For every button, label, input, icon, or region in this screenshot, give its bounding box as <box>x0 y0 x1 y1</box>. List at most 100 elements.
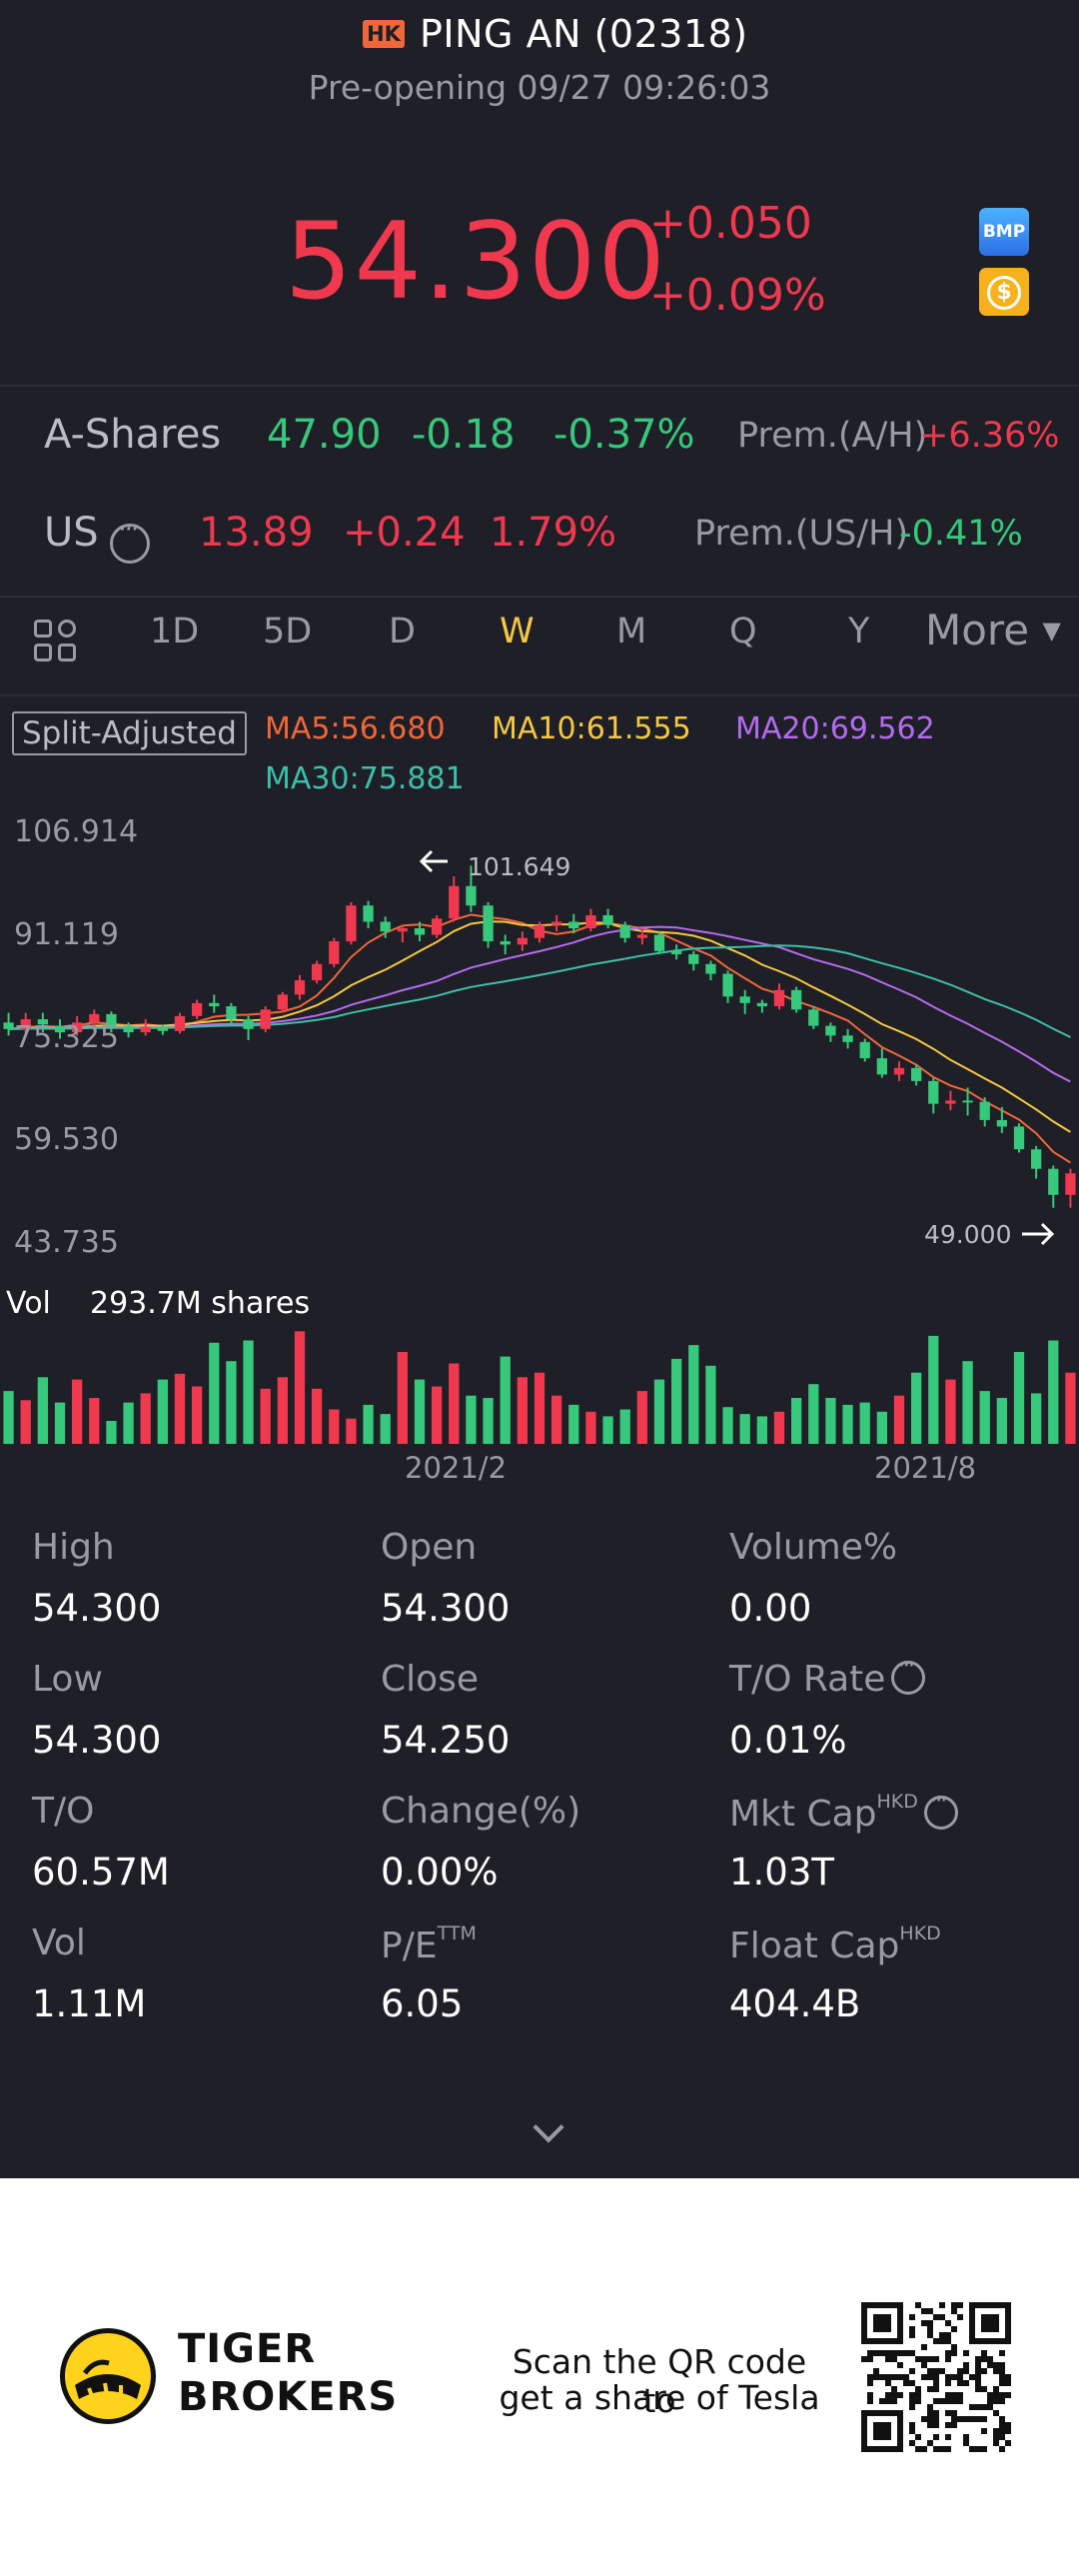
candle <box>739 989 750 1014</box>
volume-bar <box>449 1363 460 1444</box>
ma30-line <box>8 944 1071 1038</box>
candle <box>671 944 682 960</box>
volume-bar <box>54 1402 66 1444</box>
tab-5d[interactable]: 5D <box>263 612 313 651</box>
tab-m[interactable]: M <box>616 612 647 651</box>
divider <box>0 385 1079 387</box>
candle <box>260 1006 271 1033</box>
volume-bar <box>979 1391 990 1444</box>
prem-ah-label: Prem.(A/H) <box>737 416 928 456</box>
us-shares-row[interactable]: US 13.89 +0.24 1.79% Prem.(US/H) -0.41% <box>0 510 1079 580</box>
layout-grid-icon[interactable] <box>34 620 78 663</box>
candle <box>517 931 528 951</box>
stat-label-high: High <box>32 1527 115 1568</box>
candle <box>123 1022 134 1038</box>
volume-label: Vol <box>6 1286 51 1321</box>
a-shares-label: A-Shares <box>44 412 222 458</box>
volume-bar <box>585 1411 596 1444</box>
volume-bar <box>671 1358 682 1444</box>
tab-q[interactable]: Q <box>729 612 757 651</box>
volume-value: 293.7M shares <box>90 1286 310 1321</box>
volume-bar <box>277 1377 288 1444</box>
volume-bar <box>1065 1372 1076 1444</box>
candle <box>791 986 802 1013</box>
candle <box>825 1022 836 1042</box>
volume-bar <box>1048 1340 1059 1444</box>
tab-more[interactable]: More ▼ <box>925 606 1061 654</box>
volume-bar <box>174 1373 186 1444</box>
us-change-pct: 1.79% <box>490 510 617 556</box>
bmp-icon[interactable]: BMP <box>979 208 1029 256</box>
volume-bar <box>928 1335 939 1444</box>
volume-bar <box>209 1342 220 1444</box>
stock-title[interactable]: PING AN (02318) <box>420 12 748 56</box>
stat-value-mkt-cap: 1.03T <box>729 1851 834 1894</box>
volume-bar <box>705 1365 716 1444</box>
ma10-label: MA10:61.555 <box>492 711 691 746</box>
stat-value-low: 54.300 <box>32 1719 162 1762</box>
info-icon[interactable] <box>923 1789 958 1830</box>
dollar-icon[interactable]: $ <box>979 268 1029 316</box>
candle <box>20 1012 31 1034</box>
quote-header: HK PING AN (02318) Pre-opening 09/27 09:… <box>0 0 1079 385</box>
info-icon[interactable] <box>891 1654 926 1695</box>
a-shares-row[interactable]: A-Shares 47.90 -0.18 -0.37% Prem.(A/H) +… <box>0 412 1079 482</box>
brand-line2: BROKERS <box>178 2374 399 2420</box>
y-tick: 43.735 <box>14 1225 119 1260</box>
split-adjusted-toggle[interactable]: Split-Adjusted <box>12 711 247 755</box>
tab-y[interactable]: Y <box>848 612 870 651</box>
candle <box>688 950 699 971</box>
stat-label-to-rate[interactable]: T/O Rate <box>729 1654 926 1700</box>
volume-bar <box>312 1388 323 1444</box>
candle <box>534 921 545 943</box>
chevron-down-icon[interactable] <box>533 2111 564 2143</box>
candle <box>483 901 494 948</box>
high-marker: 101.649 <box>419 849 570 881</box>
candle <box>363 900 374 929</box>
tab-w[interactable]: W <box>500 612 535 651</box>
scan-line2: get a share of Tesla <box>499 2378 820 2417</box>
tab-d[interactable]: D <box>389 612 416 651</box>
y-tick: 106.914 <box>14 814 138 849</box>
ma30-label: MA30:75.881 <box>265 761 465 796</box>
candle <box>568 913 579 934</box>
x-tick-2021-8: 2021/8 <box>874 1451 977 1485</box>
tab-1d[interactable]: 1D <box>150 612 200 651</box>
candle <box>773 983 785 1010</box>
us-label: US <box>44 510 99 556</box>
delay-info-icon[interactable] <box>110 515 150 564</box>
candle <box>996 1106 1007 1133</box>
prem-ush-value: -0.41% <box>899 514 1023 554</box>
us-change: +0.24 <box>343 510 466 556</box>
candle <box>705 960 716 981</box>
volume-bar <box>260 1388 271 1444</box>
stat-value-pe: 6.05 <box>381 1982 464 2025</box>
candle <box>243 1015 254 1040</box>
stat-label-mkt-cap[interactable]: Mkt CapHKD <box>729 1789 958 1835</box>
volume-bar <box>3 1391 14 1444</box>
stat-label-volume-pct: Volume% <box>729 1527 898 1568</box>
candle <box>619 921 630 943</box>
y-tick: 75.325 <box>14 1020 119 1055</box>
y-tick: 91.119 <box>14 917 119 952</box>
candle <box>192 999 203 1020</box>
candle <box>928 1077 939 1114</box>
stat-value-float-cap: 404.4B <box>729 1982 861 2025</box>
price-change: +0.050 <box>649 198 812 249</box>
price-chart[interactable]: 106.914 91.119 75.325 59.530 43.735 101.… <box>0 799 1079 1459</box>
volume-bar <box>329 1409 340 1444</box>
candle <box>1031 1145 1042 1179</box>
stat-value-to: 60.57M <box>32 1851 170 1894</box>
candle <box>89 1009 100 1029</box>
candle <box>859 1038 870 1062</box>
candle <box>294 974 306 1000</box>
candle <box>602 908 613 929</box>
ma5-label: MA5:56.680 <box>265 711 446 746</box>
ma20-label: MA20:69.562 <box>735 711 935 746</box>
volume-bar <box>722 1407 733 1444</box>
volume-bar <box>37 1377 48 1444</box>
volume-bar <box>945 1379 956 1444</box>
stat-value-change: 0.00% <box>381 1851 499 1894</box>
volume-bar <box>483 1398 494 1444</box>
candle <box>945 1090 956 1111</box>
